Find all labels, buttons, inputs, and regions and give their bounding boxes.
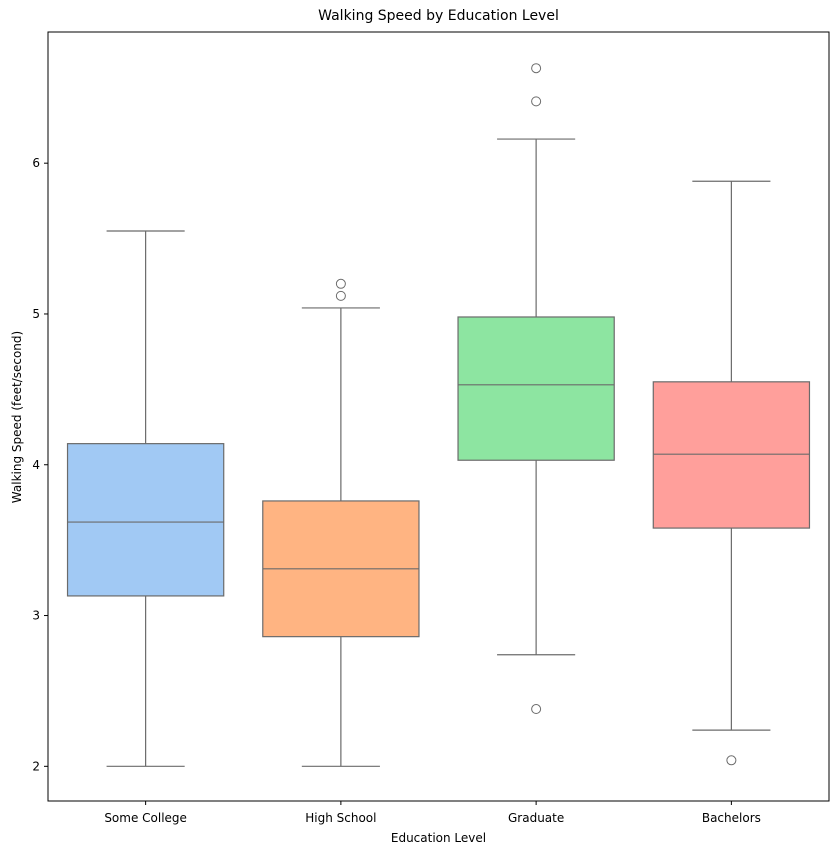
x-axis-label: Education Level — [390, 831, 487, 845]
y-tick-label-3: 5 — [32, 307, 40, 321]
outlier-graduate-0 — [531, 704, 542, 715]
y-tick-label-0: 2 — [32, 759, 40, 773]
y-tick-label-2: 4 — [32, 458, 40, 472]
outlier-graduate-1 — [531, 96, 542, 107]
outlier-high-school-1 — [335, 278, 346, 289]
box-some-college — [66, 443, 225, 597]
y-tick-label-4: 6 — [32, 156, 40, 170]
y-tick-label-1: 3 — [32, 609, 40, 623]
chart-title: Walking Speed by Education Level — [318, 8, 559, 24]
box-graduate — [457, 316, 615, 461]
outlier-bachelors-0 — [726, 755, 737, 766]
x-tick-label-1: High School — [305, 811, 376, 825]
x-tick-label-2: Graduate — [508, 811, 564, 825]
outlier-graduate-2 — [531, 63, 542, 74]
outlier-high-school-0 — [335, 290, 346, 301]
x-tick-label-0: Some College — [104, 811, 187, 825]
plot-frame — [47, 31, 830, 802]
x-tick-label-3: Bachelors — [702, 811, 761, 825]
box-bachelors — [652, 381, 811, 529]
